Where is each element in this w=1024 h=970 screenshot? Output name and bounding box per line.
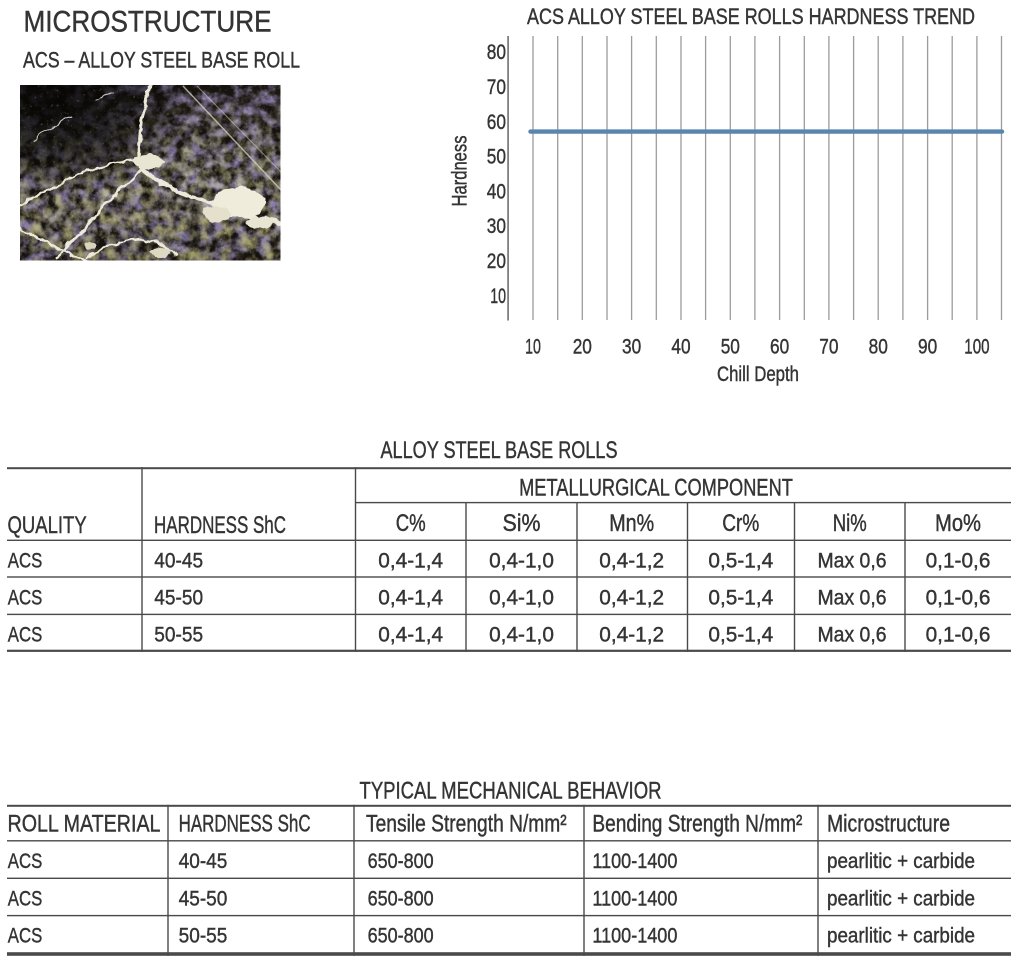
- svg-text:0,4-1,4: 0,4-1,4: [378, 548, 443, 572]
- svg-text:80: 80: [487, 40, 506, 64]
- svg-text:ACS: ACS: [8, 923, 43, 947]
- svg-text:0,5-1,4: 0,5-1,4: [708, 622, 773, 646]
- svg-text:ACS – ALLOY STEEL BASE ROLL: ACS – ALLOY STEEL BASE ROLL: [23, 48, 300, 73]
- svg-text:Bending Strength N/mm²: Bending Strength N/mm²: [592, 810, 802, 837]
- svg-text:1100-1400: 1100-1400: [592, 849, 677, 873]
- svg-text:50: 50: [721, 334, 740, 358]
- svg-text:Tensile Strength N/mm²: Tensile Strength N/mm²: [366, 810, 567, 837]
- svg-text:ROLL MATERIAL: ROLL MATERIAL: [8, 810, 161, 837]
- svg-text:Ni%: Ni%: [833, 510, 867, 537]
- svg-text:MICROSTRUCTURE: MICROSTRUCTURE: [24, 6, 272, 39]
- svg-text:20: 20: [573, 334, 592, 358]
- svg-text:Mn%: Mn%: [609, 510, 654, 537]
- svg-text:60: 60: [487, 110, 506, 134]
- svg-text:1100-1400: 1100-1400: [592, 887, 677, 911]
- svg-text:pearlitic + carbide: pearlitic + carbide: [827, 923, 975, 947]
- svg-text:QUALITY: QUALITY: [8, 512, 87, 539]
- svg-text:C%: C%: [396, 510, 426, 537]
- svg-text:10: 10: [490, 284, 506, 308]
- svg-text:0,4-1,0: 0,4-1,0: [489, 585, 554, 609]
- svg-text:Hardness: Hardness: [448, 136, 472, 207]
- svg-text:650-800: 650-800: [368, 887, 434, 911]
- svg-text:ACS: ACS: [8, 887, 43, 911]
- svg-text:pearlitic + carbide: pearlitic + carbide: [827, 887, 975, 911]
- svg-text:0,4-1,2: 0,4-1,2: [599, 585, 664, 609]
- svg-text:0,4-1,4: 0,4-1,4: [378, 585, 443, 609]
- svg-text:ACS ALLOY STEEL BASE ROLLS HAR: ACS ALLOY STEEL BASE ROLLS HARDNESS TREN…: [527, 4, 975, 29]
- svg-text:Microstructure: Microstructure: [827, 810, 950, 837]
- svg-text:0,1-0,6: 0,1-0,6: [926, 585, 991, 609]
- svg-text:40-45: 40-45: [154, 548, 203, 572]
- svg-text:60: 60: [770, 334, 789, 358]
- svg-text:Cr%: Cr%: [722, 510, 759, 537]
- svg-text:10: 10: [525, 334, 541, 358]
- svg-text:HARDNESS ShC: HARDNESS ShC: [179, 810, 311, 837]
- svg-text:40: 40: [671, 334, 690, 358]
- svg-text:ALLOY STEEL BASE ROLLS: ALLOY STEEL BASE ROLLS: [381, 437, 618, 464]
- svg-text:TYPICAL MECHANICAL BEHAVIOR: TYPICAL MECHANICAL BEHAVIOR: [360, 777, 662, 804]
- svg-text:20: 20: [487, 249, 506, 273]
- svg-text:1100-1400: 1100-1400: [592, 923, 677, 947]
- svg-text:0,1-0,6: 0,1-0,6: [926, 622, 991, 646]
- svg-text:50-55: 50-55: [179, 923, 228, 947]
- svg-text:HARDNESS ShC: HARDNESS ShC: [154, 512, 286, 539]
- svg-text:pearlitic + carbide: pearlitic + carbide: [827, 849, 975, 873]
- svg-text:Max 0,6: Max 0,6: [818, 622, 887, 646]
- svg-text:ACS: ACS: [8, 622, 43, 646]
- svg-text:Mo%: Mo%: [935, 510, 981, 537]
- svg-text:30: 30: [622, 334, 641, 358]
- svg-text:50-55: 50-55: [154, 622, 203, 646]
- svg-text:Max 0,6: Max 0,6: [818, 548, 887, 572]
- svg-text:650-800: 650-800: [368, 923, 434, 947]
- svg-text:100: 100: [964, 334, 989, 358]
- svg-text:40-45: 40-45: [179, 849, 228, 873]
- svg-text:650-800: 650-800: [368, 849, 434, 873]
- svg-text:ACS: ACS: [8, 849, 43, 873]
- svg-text:70: 70: [487, 75, 506, 99]
- svg-text:90: 90: [918, 334, 937, 358]
- svg-text:45-50: 45-50: [154, 585, 203, 609]
- svg-text:0,5-1,4: 0,5-1,4: [708, 548, 773, 572]
- svg-text:0,4-1,2: 0,4-1,2: [599, 548, 664, 572]
- svg-text:0,4-1,2: 0,4-1,2: [599, 622, 664, 646]
- svg-text:50: 50: [487, 145, 506, 169]
- svg-text:Max 0,6: Max 0,6: [818, 585, 887, 609]
- svg-text:Si%: Si%: [503, 510, 541, 537]
- svg-text:ACS: ACS: [8, 585, 43, 609]
- svg-text:40: 40: [487, 180, 506, 204]
- svg-text:0,4-1,0: 0,4-1,0: [489, 548, 554, 572]
- svg-text:0,4-1,0: 0,4-1,0: [489, 622, 554, 646]
- svg-text:70: 70: [819, 334, 838, 358]
- svg-text:0,1-0,6: 0,1-0,6: [926, 548, 991, 572]
- svg-text:30: 30: [487, 214, 506, 238]
- svg-text:0,5-1,4: 0,5-1,4: [708, 585, 773, 609]
- svg-text:0,4-1,4: 0,4-1,4: [378, 622, 443, 646]
- svg-text:ACS: ACS: [8, 548, 43, 572]
- svg-text:80: 80: [869, 334, 888, 358]
- svg-text:Chill Depth: Chill Depth: [717, 362, 799, 386]
- svg-text:METALLURGICAL COMPONENT: METALLURGICAL COMPONENT: [519, 475, 793, 502]
- svg-text:45-50: 45-50: [179, 887, 228, 911]
